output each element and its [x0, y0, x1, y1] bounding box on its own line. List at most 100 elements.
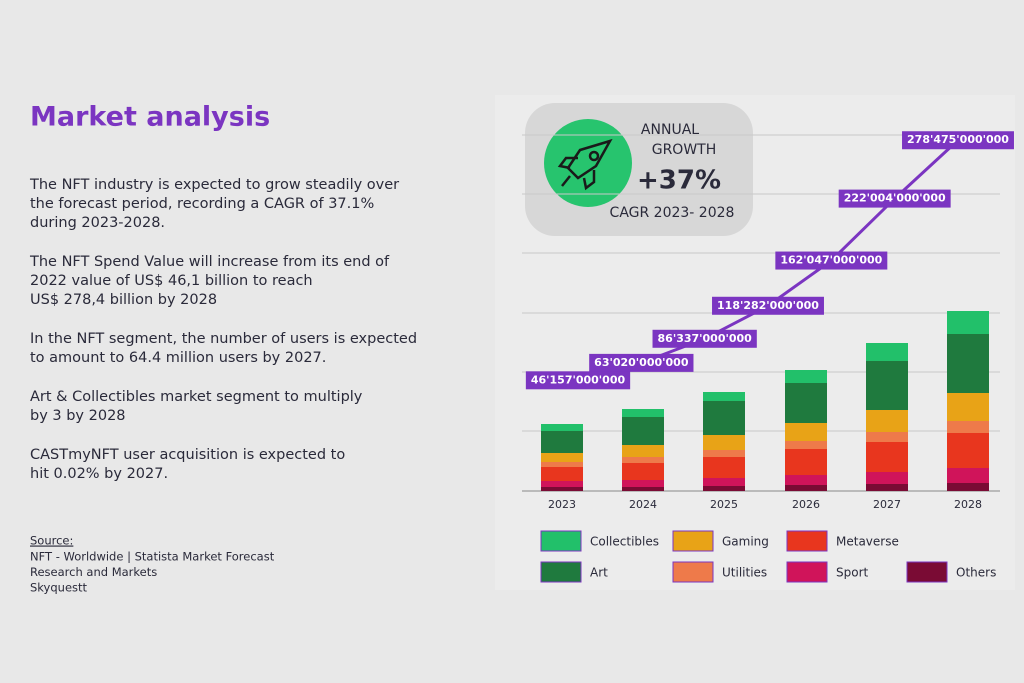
bar-segment: [703, 435, 745, 450]
bar-segment: [622, 457, 664, 463]
bar-segment: [947, 433, 989, 468]
line-label-bg: [589, 353, 694, 372]
paragraph-line: during 2023-2028.: [30, 215, 165, 231]
growth-value: +37%: [637, 166, 721, 196]
bar-segment: [785, 475, 827, 485]
bar-segment: [785, 441, 827, 449]
bar-segment: [785, 449, 827, 475]
line-label-bg: [775, 251, 888, 270]
x-tick-label: 2025: [710, 498, 738, 511]
rocket-icon: [557, 138, 613, 191]
line-label-text: 162'047'000'000: [780, 254, 882, 267]
bar-segment: [541, 487, 583, 491]
bar-segment: [541, 462, 583, 467]
plot: 2023 2024 2025 2026 2027 2028 46'157'000'000 63…: [525, 131, 1014, 583]
line-label: 162'047'000'000: [775, 251, 888, 270]
line-label: 86'337'000'000: [652, 329, 757, 348]
source-line: NFT - Worldwide | Statista Market Foreca…: [30, 550, 275, 564]
line-label-text: 118'282'000'000: [717, 299, 819, 312]
line-label-text: 46'157'000'000: [531, 373, 626, 386]
bar-segment: [866, 442, 908, 472]
source-line: Skyquestt: [30, 581, 88, 595]
line-label-bg: [838, 189, 951, 208]
source-line: Research and Markets: [30, 565, 157, 579]
legend-label: Art: [590, 566, 608, 580]
growth-line2: GROWTH: [652, 142, 717, 158]
legend-label: Metaverse: [836, 535, 899, 549]
bar-segment: [866, 432, 908, 442]
bar-segment: [541, 467, 583, 481]
bar-segment: [947, 468, 989, 483]
growth-caption: CAGR 2023- 2028: [610, 205, 735, 221]
legend-swatch: [786, 561, 828, 583]
growth-line1: ANNUAL: [641, 122, 699, 138]
title: Market analysis: [30, 102, 270, 133]
bar-segment: [866, 410, 908, 432]
legend-label: Others: [956, 566, 996, 580]
line-label: 222'004'000'000: [838, 189, 951, 208]
bar-segment: [541, 453, 583, 462]
paragraph-line: hit 0.02% by 2027.: [30, 466, 168, 482]
line-label-text: 86'337'000'000: [658, 332, 753, 345]
bar-segment: [785, 383, 827, 423]
bar-segment: [947, 334, 989, 393]
bar-segment: [866, 343, 908, 361]
legend-swatch: [540, 530, 582, 552]
bar-segment: [622, 487, 664, 491]
paragraph-line: by 3 by 2028: [30, 408, 126, 424]
line-label-bg: [525, 371, 631, 390]
line-label: 278'475'000'000: [902, 131, 1014, 150]
line-label-bg: [652, 329, 757, 348]
line-label-text: 63'020'000'000: [594, 356, 689, 369]
paragraph-line: US$ 278,4 billion by 2028: [30, 292, 217, 308]
paragraph-line: CASTmyNFT user acquisition is expected t…: [30, 447, 345, 463]
legend-swatch: [540, 561, 582, 583]
bar-segment: [703, 450, 745, 457]
bar-segment: [866, 361, 908, 410]
x-tick-label: 2027: [873, 498, 901, 511]
paragraph-line: to amount to 64.4 million users by 2027.: [30, 350, 326, 366]
line-label-bg: [712, 296, 824, 315]
line-label: 63'020'000'000: [589, 353, 694, 372]
bar-segment: [622, 445, 664, 457]
bar-segment: [785, 423, 827, 441]
bar-segment: [703, 457, 745, 478]
bar-segment: [622, 463, 664, 480]
line-label-bg: [902, 131, 1014, 150]
paragraph-line: The NFT industry is expected to grow ste…: [29, 177, 399, 193]
bar-segment: [866, 472, 908, 484]
source: Source: NFT - Worldwide | Statista Market…: [30, 534, 275, 595]
bar-segment: [785, 370, 827, 383]
legend-swatch: [786, 530, 828, 552]
legend-label: Utilities: [722, 566, 767, 580]
bar-segment: [541, 431, 583, 453]
paragraph-line: The NFT Spend Value will increase from i…: [29, 254, 390, 270]
legend-label: Sport: [836, 566, 869, 580]
paragraph-line: Art & Collectibles market segment to mul…: [30, 389, 363, 405]
bar-segment: [947, 421, 989, 433]
legend-swatch: [672, 530, 714, 552]
bar-segment: [703, 486, 745, 491]
legend-swatch: [672, 561, 714, 583]
legend-swatch: [906, 561, 948, 583]
x-tick-label: 2028: [954, 498, 982, 511]
paragraphs: The NFT industry is expected to grow ste…: [29, 177, 417, 482]
bar-segment: [947, 483, 989, 491]
bar-segment: [622, 409, 664, 417]
source-heading: Source:: [30, 534, 73, 548]
x-tick-label: 2024: [629, 498, 657, 511]
bar-segment: [541, 424, 583, 431]
bar-segment: [947, 393, 989, 421]
bar-segment: [866, 484, 908, 491]
paragraph-line: 2022 value of US$ 46,1 billion to reach: [30, 273, 313, 289]
bar-segment: [622, 480, 664, 487]
bar-segment: [622, 417, 664, 445]
legend-label: Collectibles: [590, 535, 659, 549]
line-label: 46'157'000'000: [525, 371, 631, 390]
growth-box: ANNUAL GROWTH +37% CAGR 2023- 2028: [525, 103, 753, 236]
legend-label: Gaming: [722, 535, 769, 549]
paragraph-line: the forecast period, recording a CAGR of…: [30, 196, 374, 212]
line-label: 118'282'000'000: [712, 296, 824, 315]
x-tick-label: 2023: [548, 498, 576, 511]
